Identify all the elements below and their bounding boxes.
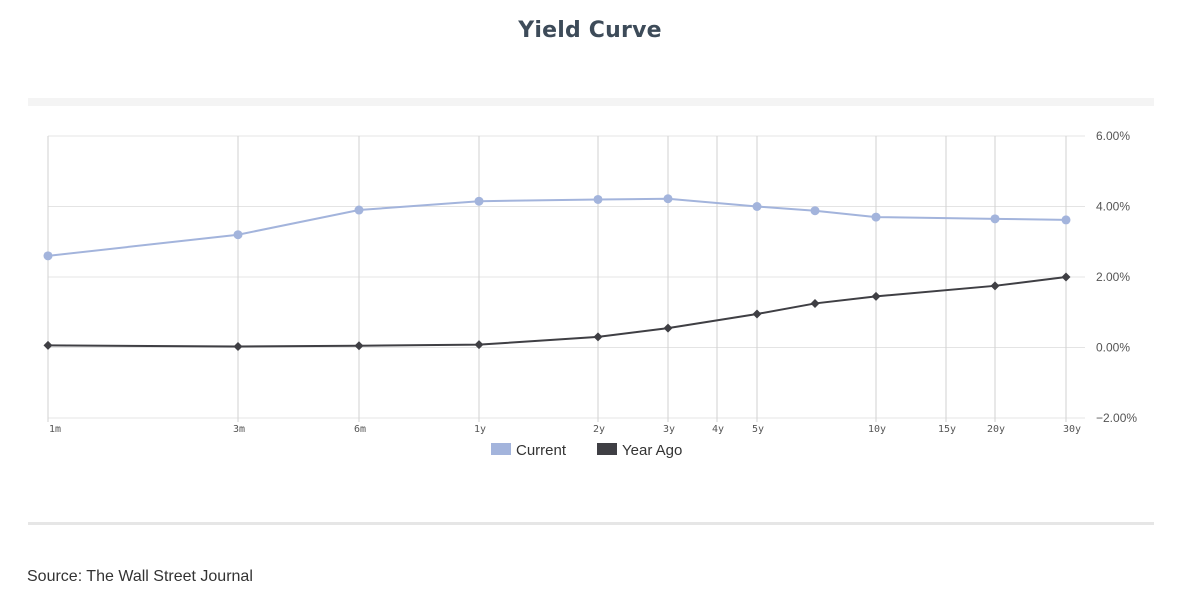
series-line	[47, 197, 1067, 257]
data-point[interactable]	[474, 340, 484, 350]
data-point[interactable]	[233, 230, 243, 240]
y-tick-label: 6.00%	[1096, 129, 1130, 143]
legend-label: Current	[516, 442, 567, 459]
x-tick-label: 3m	[233, 424, 245, 435]
data-point[interactable]	[43, 340, 53, 350]
data-point[interactable]	[43, 251, 53, 261]
data-point[interactable]	[354, 341, 364, 351]
x-tick-label: 2y	[593, 424, 605, 435]
y-tick-label: −2.00%	[1096, 411, 1137, 425]
top-divider	[28, 98, 1154, 106]
data-point[interactable]	[663, 194, 673, 204]
bottom-divider	[28, 522, 1154, 525]
x-tick-label: 15y	[938, 424, 956, 435]
data-point[interactable]	[593, 332, 603, 342]
x-tick-label: 1m	[49, 424, 61, 435]
series-year-ago	[43, 272, 1071, 351]
series-line	[47, 276, 1067, 348]
x-tick-labels: 1m 3m 6m 1y 2y 3y 4y 5y 10y 15y 20y 30y	[49, 424, 1081, 435]
legend-swatch	[491, 443, 511, 455]
data-point[interactable]	[663, 323, 673, 333]
chart-title: Yield Curve	[518, 18, 662, 43]
data-point[interactable]	[354, 205, 364, 215]
x-tick-label: 3y	[663, 424, 675, 435]
x-tick-label: 6m	[354, 424, 366, 435]
series-layer	[43, 194, 1071, 351]
data-point[interactable]	[1061, 215, 1071, 225]
y-tick-label: 2.00%	[1096, 270, 1130, 284]
x-tick-label: 1y	[474, 424, 486, 435]
data-point[interactable]	[752, 309, 762, 319]
data-point[interactable]	[752, 202, 762, 211]
data-point[interactable]	[990, 214, 1000, 224]
data-point[interactable]	[990, 281, 1000, 291]
legend-label: Year Ago	[622, 442, 682, 459]
source-note: Source: The Wall Street Journal	[27, 568, 253, 585]
data-point[interactable]	[810, 206, 820, 216]
data-point[interactable]	[810, 298, 820, 308]
x-tick-label: 20y	[987, 424, 1005, 435]
x-tick-label: 10y	[868, 424, 886, 435]
x-tick-label: 30y	[1063, 424, 1081, 435]
grid-layer	[47, 135, 1085, 422]
legend[interactable]: Current Year Ago	[491, 442, 682, 459]
legend-swatch	[597, 443, 617, 455]
y-tick-labels: 6.00% 4.00% 2.00% 0.00% −2.00%	[1096, 129, 1137, 425]
x-tick-label: 5y	[752, 424, 764, 435]
data-point[interactable]	[233, 341, 243, 351]
data-point[interactable]	[1061, 272, 1071, 282]
legend-item-current[interactable]: Current	[491, 442, 567, 459]
legend-item-year-ago[interactable]: Year Ago	[597, 442, 682, 459]
data-point[interactable]	[593, 194, 603, 204]
y-tick-label: 4.00%	[1096, 200, 1130, 214]
data-point[interactable]	[474, 196, 484, 206]
y-tick-label: 0.00%	[1096, 341, 1130, 355]
x-tick-label: 4y	[712, 424, 724, 435]
data-point[interactable]	[871, 212, 881, 222]
series-current	[43, 194, 1071, 261]
data-point[interactable]	[871, 291, 881, 301]
